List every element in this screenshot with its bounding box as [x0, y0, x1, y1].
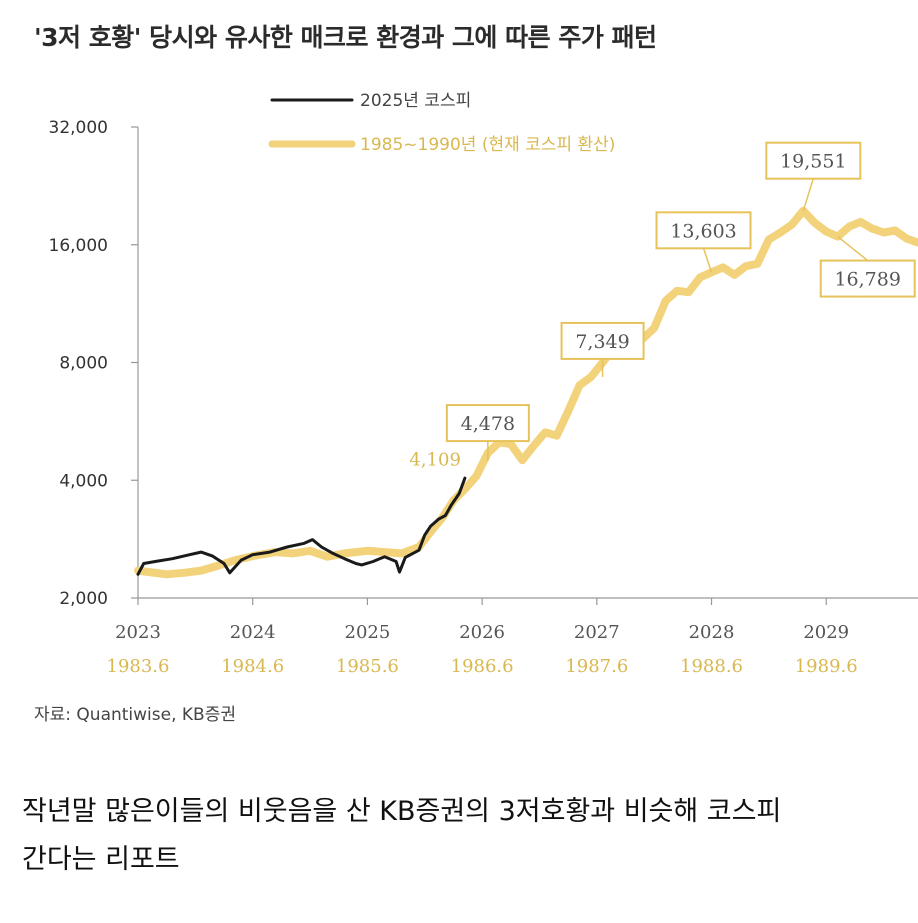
- caption: 작년말 많은이들의 비웃음을 산 KB증권의 3저호황과 비슷해 코스피 간다는…: [22, 788, 918, 884]
- y-tick-label: 2,000: [59, 589, 108, 609]
- legend: 2025년 코스피 1985~1990년 (현재 코스피 환산): [268, 91, 615, 155]
- annotation-box: [655, 211, 752, 250]
- caption-line-2: 간다는 리포트: [22, 844, 180, 875]
- x-tick-label-primary: 2026: [459, 622, 505, 643]
- x-tick-label-secondary: 1986.6: [451, 656, 514, 677]
- y-tick-label: 8,000: [59, 354, 108, 374]
- legend-label: 2025년 코스피: [360, 91, 471, 111]
- caption-line-1: 작년말 많은이들의 비웃음을 산 KB증권의 3저호황과 비슷해 코스피: [22, 796, 782, 827]
- series-layer: [134, 206, 918, 579]
- annotation-label: 16,789: [834, 269, 900, 291]
- series-line-historical: [134, 206, 918, 579]
- x-tick-label-secondary: 1984.6: [221, 656, 284, 677]
- chart-title: '3저 호황' 당시와 유사한 매크로 환경과 그에 따른 주가 패턴: [34, 23, 657, 52]
- x-tick-label-primary: 2028: [689, 622, 735, 643]
- series-line-kospi: [136, 476, 467, 576]
- annotation-label: 4,478: [461, 413, 515, 435]
- x-tick-label-primary: 2029: [803, 622, 849, 643]
- annotation-box: [560, 321, 645, 360]
- x-tick-label-secondary: 1989.6: [795, 656, 858, 677]
- annotation-label: 13,603: [670, 220, 736, 242]
- annotation-leader: [702, 248, 713, 273]
- annotation-box: [819, 259, 916, 298]
- source-note: 자료: Quantiwise, KB증권: [34, 705, 236, 725]
- y-tick-label: 32,000: [49, 118, 108, 138]
- x-tick-label-primary: 2024: [230, 622, 276, 643]
- y-tick-label: 4,000: [59, 471, 108, 491]
- annotation-leader: [802, 178, 815, 211]
- annotation-label: 7,349: [575, 331, 629, 353]
- legend-label: 1985~1990년 (현재 코스피 환산): [360, 135, 615, 155]
- x-tick-label-secondary: 1987.6: [565, 656, 628, 677]
- annotation-box: [445, 404, 530, 443]
- annotation-leader: [837, 235, 869, 262]
- x-tick-label-primary: 2025: [345, 622, 391, 643]
- x-tick-label-primary: 2023: [115, 622, 161, 643]
- x-axis: 2023 1983.6 2024 1984.6 2025 1985.6 2026 1986.6…: [107, 597, 918, 677]
- y-axis: 2,000 4,000 8,000 16,000 32,000: [49, 118, 139, 609]
- x-tick-label-secondary: 1988.6: [680, 656, 743, 677]
- annotation-box: [765, 141, 862, 180]
- annotation-label: 4,109: [409, 450, 461, 471]
- annotation-label: 19,551: [780, 151, 846, 173]
- x-tick-label-secondary: 1985.6: [336, 656, 399, 677]
- y-tick-label: 16,000: [49, 236, 108, 256]
- x-tick-label-primary: 2027: [574, 622, 620, 643]
- x-tick-label-secondary: 1983.6: [107, 656, 170, 677]
